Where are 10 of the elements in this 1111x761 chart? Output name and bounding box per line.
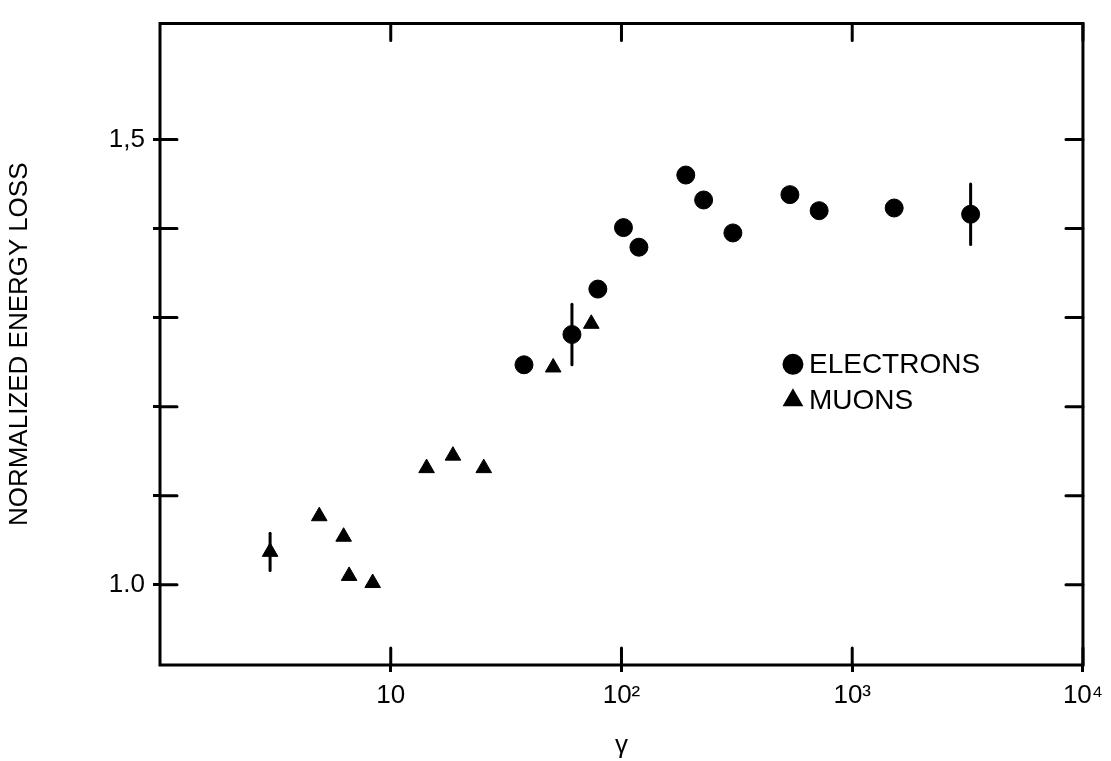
- x-tick-label: 10²: [602, 678, 641, 709]
- x-tick-label: 10³: [833, 678, 872, 709]
- y-tick-label: 1,5: [108, 122, 145, 153]
- x-axis-title: γ: [614, 728, 628, 759]
- y-axis-title: NORMALIZED ENERGY LOSS: [2, 162, 33, 527]
- x-tick-label: 10: [376, 678, 406, 709]
- y-tick-label: 1.0: [108, 568, 145, 598]
- legend-label: ELECTRONS: [808, 348, 981, 380]
- legend-label: MUONS: [808, 384, 914, 416]
- x-tick-label: 10⁴: [1062, 678, 1103, 709]
